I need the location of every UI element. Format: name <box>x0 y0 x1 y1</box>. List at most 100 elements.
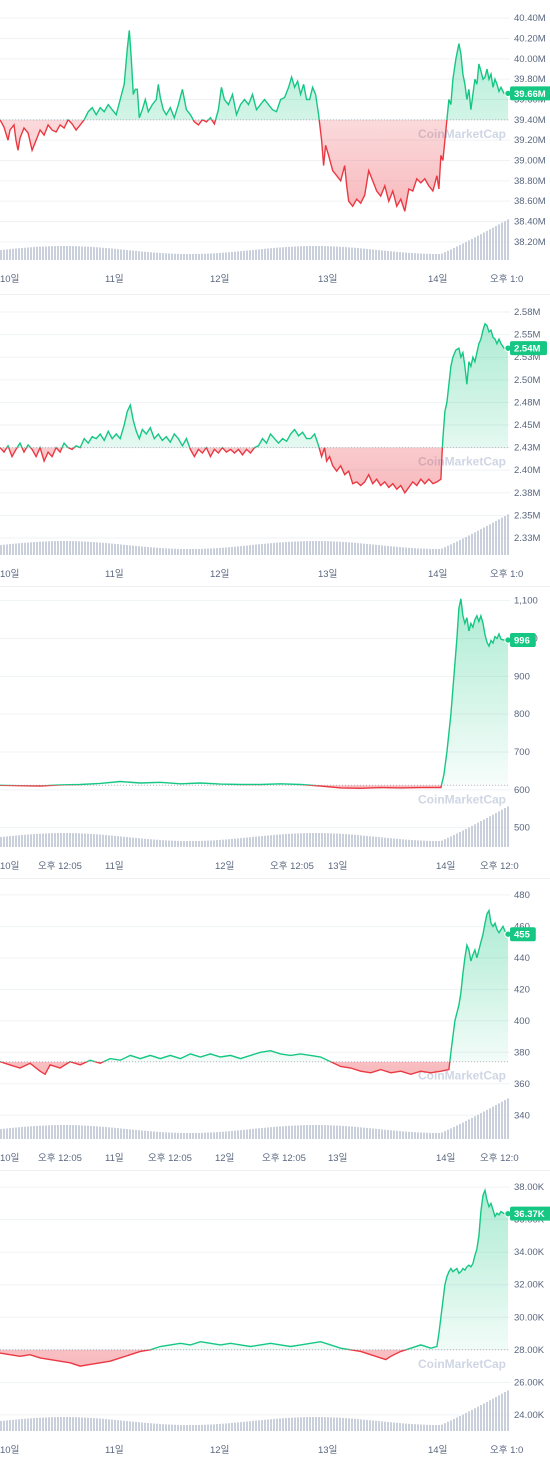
volume-bar <box>297 246 299 260</box>
volume-bar <box>99 247 101 260</box>
y-tick-label: 38.20M <box>514 237 546 248</box>
volume-bar <box>459 831 461 847</box>
volume-bar <box>465 828 467 847</box>
volume-bar <box>390 1422 392 1431</box>
volume-bar <box>153 1423 155 1431</box>
volume-bar <box>498 811 500 847</box>
volume-bar <box>135 545 137 555</box>
volume-bar <box>261 1128 263 1139</box>
volume-bar <box>246 1421 248 1431</box>
price-chart: 2.58M 2.55M 2.53M 2.50M 2.48M 2.45M 2.43M 2.40M… <box>0 307 547 580</box>
volume-bar <box>174 1132 176 1139</box>
volume-bar <box>378 1129 380 1139</box>
volume-bar <box>78 833 80 847</box>
volume-bar <box>39 1417 41 1431</box>
volume-bar <box>267 835 269 847</box>
volume-bar <box>345 1126 347 1139</box>
volume-bar <box>174 840 176 847</box>
volume-bar <box>162 548 164 555</box>
volume-bar <box>366 543 368 555</box>
volume-bar <box>261 249 263 260</box>
volume-bar <box>339 1125 341 1139</box>
volume-bar <box>267 1127 269 1139</box>
y-tick-label: 24.00K <box>514 1410 545 1421</box>
volume-bar <box>312 541 314 555</box>
volume-bar <box>393 1130 395 1139</box>
volume-bar <box>453 834 455 847</box>
volume-bar <box>318 246 320 260</box>
volume-bar <box>399 1423 401 1431</box>
volume-bar <box>117 1420 119 1431</box>
volume-bar <box>330 1417 332 1431</box>
volume-bar <box>450 1128 452 1139</box>
volume-bar <box>60 833 62 847</box>
volume-bar <box>420 840 422 847</box>
volume-bar <box>21 1126 23 1139</box>
volume-bar <box>123 1128 125 1139</box>
volume-bar <box>345 834 347 847</box>
x-tick-label: 10일 <box>0 1445 19 1456</box>
volume-bar <box>492 522 494 555</box>
volume-bar <box>150 252 152 260</box>
volume-bar <box>459 539 461 555</box>
volume-bar <box>216 1424 218 1431</box>
volume-bar <box>288 541 290 555</box>
volume-bar <box>447 1129 449 1139</box>
volume-bar <box>480 1405 482 1431</box>
volume-bar <box>477 822 479 847</box>
volume-bar <box>309 1417 311 1431</box>
volume-bar <box>225 1423 227 1431</box>
volume-bar <box>318 541 320 555</box>
volume-bar <box>327 1125 329 1139</box>
volume-bar <box>402 1131 404 1139</box>
volume-bar <box>234 1130 236 1139</box>
volume-bar <box>228 252 230 260</box>
volume-bar <box>135 1421 137 1431</box>
volume-bar <box>30 834 32 847</box>
volume-bar <box>441 1424 443 1431</box>
volume-bar <box>393 546 395 555</box>
volume-bar <box>45 833 47 847</box>
volume-bar <box>231 1422 233 1431</box>
volume-bar <box>243 1421 245 1431</box>
volume-bar <box>159 1131 161 1139</box>
volume-bar <box>165 548 167 555</box>
volume-bar <box>351 834 353 847</box>
volume-bar <box>36 833 38 847</box>
volume-bar <box>177 1424 179 1431</box>
volume-bar <box>135 837 137 847</box>
volume-bar <box>15 1127 17 1139</box>
volume-bar <box>270 248 272 260</box>
volume-bar <box>222 547 224 555</box>
volume-bar <box>315 246 317 260</box>
chart-panel: 1,1001,000900800700600500CoinMarketCap99… <box>0 586 550 879</box>
y-tick-label: 360 <box>514 1079 530 1090</box>
volume-bar <box>15 835 17 847</box>
volume-bar <box>189 1424 191 1431</box>
volume-bar <box>141 546 143 555</box>
volume-bar <box>357 835 359 847</box>
volume-bar <box>105 1419 107 1431</box>
volume-bar <box>237 1130 239 1139</box>
volume-bar <box>228 839 230 847</box>
volume-bar <box>36 1417 38 1431</box>
volume-bar <box>423 1132 425 1139</box>
volume-bar <box>381 1421 383 1431</box>
current-price-badge <box>510 86 550 101</box>
volume-bar <box>81 246 83 260</box>
volume-bar <box>435 1424 437 1431</box>
volume-bar <box>171 1132 173 1139</box>
volume-bar <box>324 1125 326 1139</box>
x-tick-label: 오후 1:0 <box>490 274 523 285</box>
volume-bar <box>273 1126 275 1139</box>
volume-bar <box>105 543 107 555</box>
volume-bar <box>471 825 473 847</box>
volume-bar <box>150 839 152 847</box>
volume-bar <box>276 542 278 555</box>
volume-bar <box>246 837 248 847</box>
volume-bar <box>168 1424 170 1431</box>
volume-bar <box>366 1127 368 1139</box>
x-tick-label: 12일 <box>210 569 229 580</box>
volume-bar <box>378 837 380 847</box>
volume-bar <box>363 543 365 555</box>
